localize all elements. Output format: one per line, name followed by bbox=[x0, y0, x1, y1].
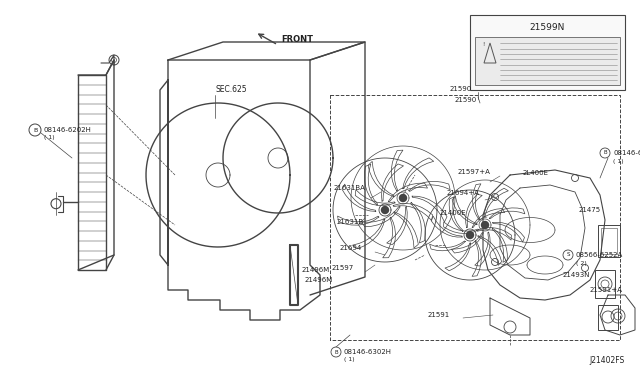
Text: B: B bbox=[334, 350, 338, 355]
Text: ( 1): ( 1) bbox=[613, 158, 623, 164]
Text: 21631BA: 21631BA bbox=[334, 185, 366, 191]
Text: !: ! bbox=[482, 42, 484, 48]
Text: 21475: 21475 bbox=[579, 207, 601, 213]
Text: ( 2): ( 2) bbox=[576, 260, 587, 266]
Text: 08566-6252A: 08566-6252A bbox=[576, 252, 623, 258]
Text: B: B bbox=[33, 128, 37, 132]
Text: 21694: 21694 bbox=[340, 245, 362, 251]
Circle shape bbox=[481, 221, 488, 228]
Text: ( 1): ( 1) bbox=[44, 135, 54, 141]
Text: 21631B: 21631B bbox=[337, 219, 364, 225]
Text: 21590: 21590 bbox=[450, 86, 472, 92]
Circle shape bbox=[467, 231, 474, 238]
Circle shape bbox=[399, 195, 406, 202]
Text: 21400E: 21400E bbox=[440, 210, 467, 216]
Text: 21597: 21597 bbox=[332, 265, 355, 271]
Circle shape bbox=[381, 206, 388, 214]
Text: 21590: 21590 bbox=[455, 97, 477, 103]
Text: 21597+A: 21597+A bbox=[458, 169, 491, 175]
Text: 2L400E: 2L400E bbox=[523, 170, 549, 176]
Text: B: B bbox=[603, 151, 607, 155]
Bar bbox=[595, 270, 615, 298]
Text: 21694+A: 21694+A bbox=[447, 190, 480, 196]
Bar bbox=[601, 228, 617, 254]
Bar bbox=[470, 15, 625, 90]
Text: 21591: 21591 bbox=[428, 312, 451, 318]
Bar bbox=[475, 37, 620, 85]
Text: 21493N: 21493N bbox=[563, 272, 591, 278]
Text: 08146-6302H: 08146-6302H bbox=[613, 150, 640, 156]
Text: 21496M: 21496M bbox=[302, 267, 330, 273]
Text: FRONT: FRONT bbox=[281, 35, 313, 45]
Text: SEC.625: SEC.625 bbox=[215, 86, 246, 94]
Text: S: S bbox=[566, 253, 570, 257]
Text: 21591+A: 21591+A bbox=[590, 287, 623, 293]
Text: J21402FS: J21402FS bbox=[589, 356, 625, 365]
Text: 08146-6202H: 08146-6202H bbox=[44, 127, 92, 133]
Text: 21496M: 21496M bbox=[305, 277, 333, 283]
Text: ( 1): ( 1) bbox=[344, 357, 355, 362]
Text: 21599N: 21599N bbox=[530, 23, 565, 32]
Bar bbox=[598, 225, 620, 257]
Bar bbox=[598, 305, 618, 330]
Text: 08146-6302H: 08146-6302H bbox=[344, 349, 392, 355]
